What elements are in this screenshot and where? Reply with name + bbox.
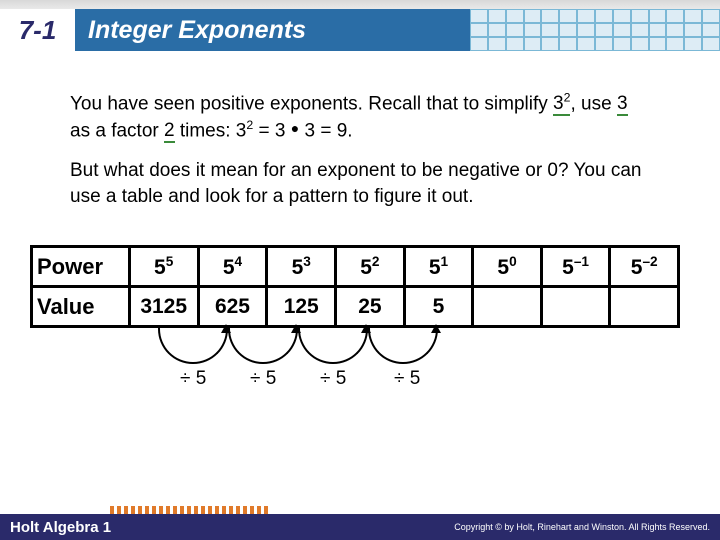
paragraph-1: You have seen positive exponents. Recall…	[70, 90, 650, 144]
header-blue-bar: 7-1 Integer Exponents	[0, 9, 470, 51]
footer-ticks-decor	[110, 506, 271, 514]
footer-left: Holt Algebra 1	[10, 519, 111, 536]
division-arcs: ÷ 5 ÷ 5 ÷ 5 ÷ 5	[158, 328, 680, 398]
slide-footer: Holt Algebra 1 Copyright © by Holt, Rine…	[0, 514, 720, 540]
div-label: ÷ 5	[250, 368, 276, 390]
div-label: ÷ 5	[180, 368, 206, 390]
lesson-number: 7-1	[0, 9, 78, 51]
footer-copyright: Copyright © by Holt, Rinehart and Winsto…	[454, 522, 710, 532]
div-label: ÷ 5	[394, 368, 420, 390]
header-grid-decor	[470, 9, 720, 51]
row-label-power: Power	[32, 247, 130, 287]
row-label-value: Value	[32, 287, 130, 327]
power-table: Power 55 54 53 52 51 50 5–1 5–2 Value 31…	[30, 245, 680, 328]
table-row-power: Power 55 54 53 52 51 50 5–1 5–2	[32, 247, 679, 287]
lesson-title: Integer Exponents	[78, 16, 306, 45]
power-table-wrap: Power 55 54 53 52 51 50 5–1 5–2 Value 31…	[0, 223, 720, 398]
paragraph-2: But what does it mean for an exponent to…	[70, 158, 650, 209]
div-label: ÷ 5	[320, 368, 346, 390]
table-row-value: Value 3125 625 125 25 5	[32, 287, 679, 327]
body-text: You have seen positive exponents. Recall…	[0, 62, 720, 209]
slide-header: 7-1 Integer Exponents	[0, 0, 720, 62]
